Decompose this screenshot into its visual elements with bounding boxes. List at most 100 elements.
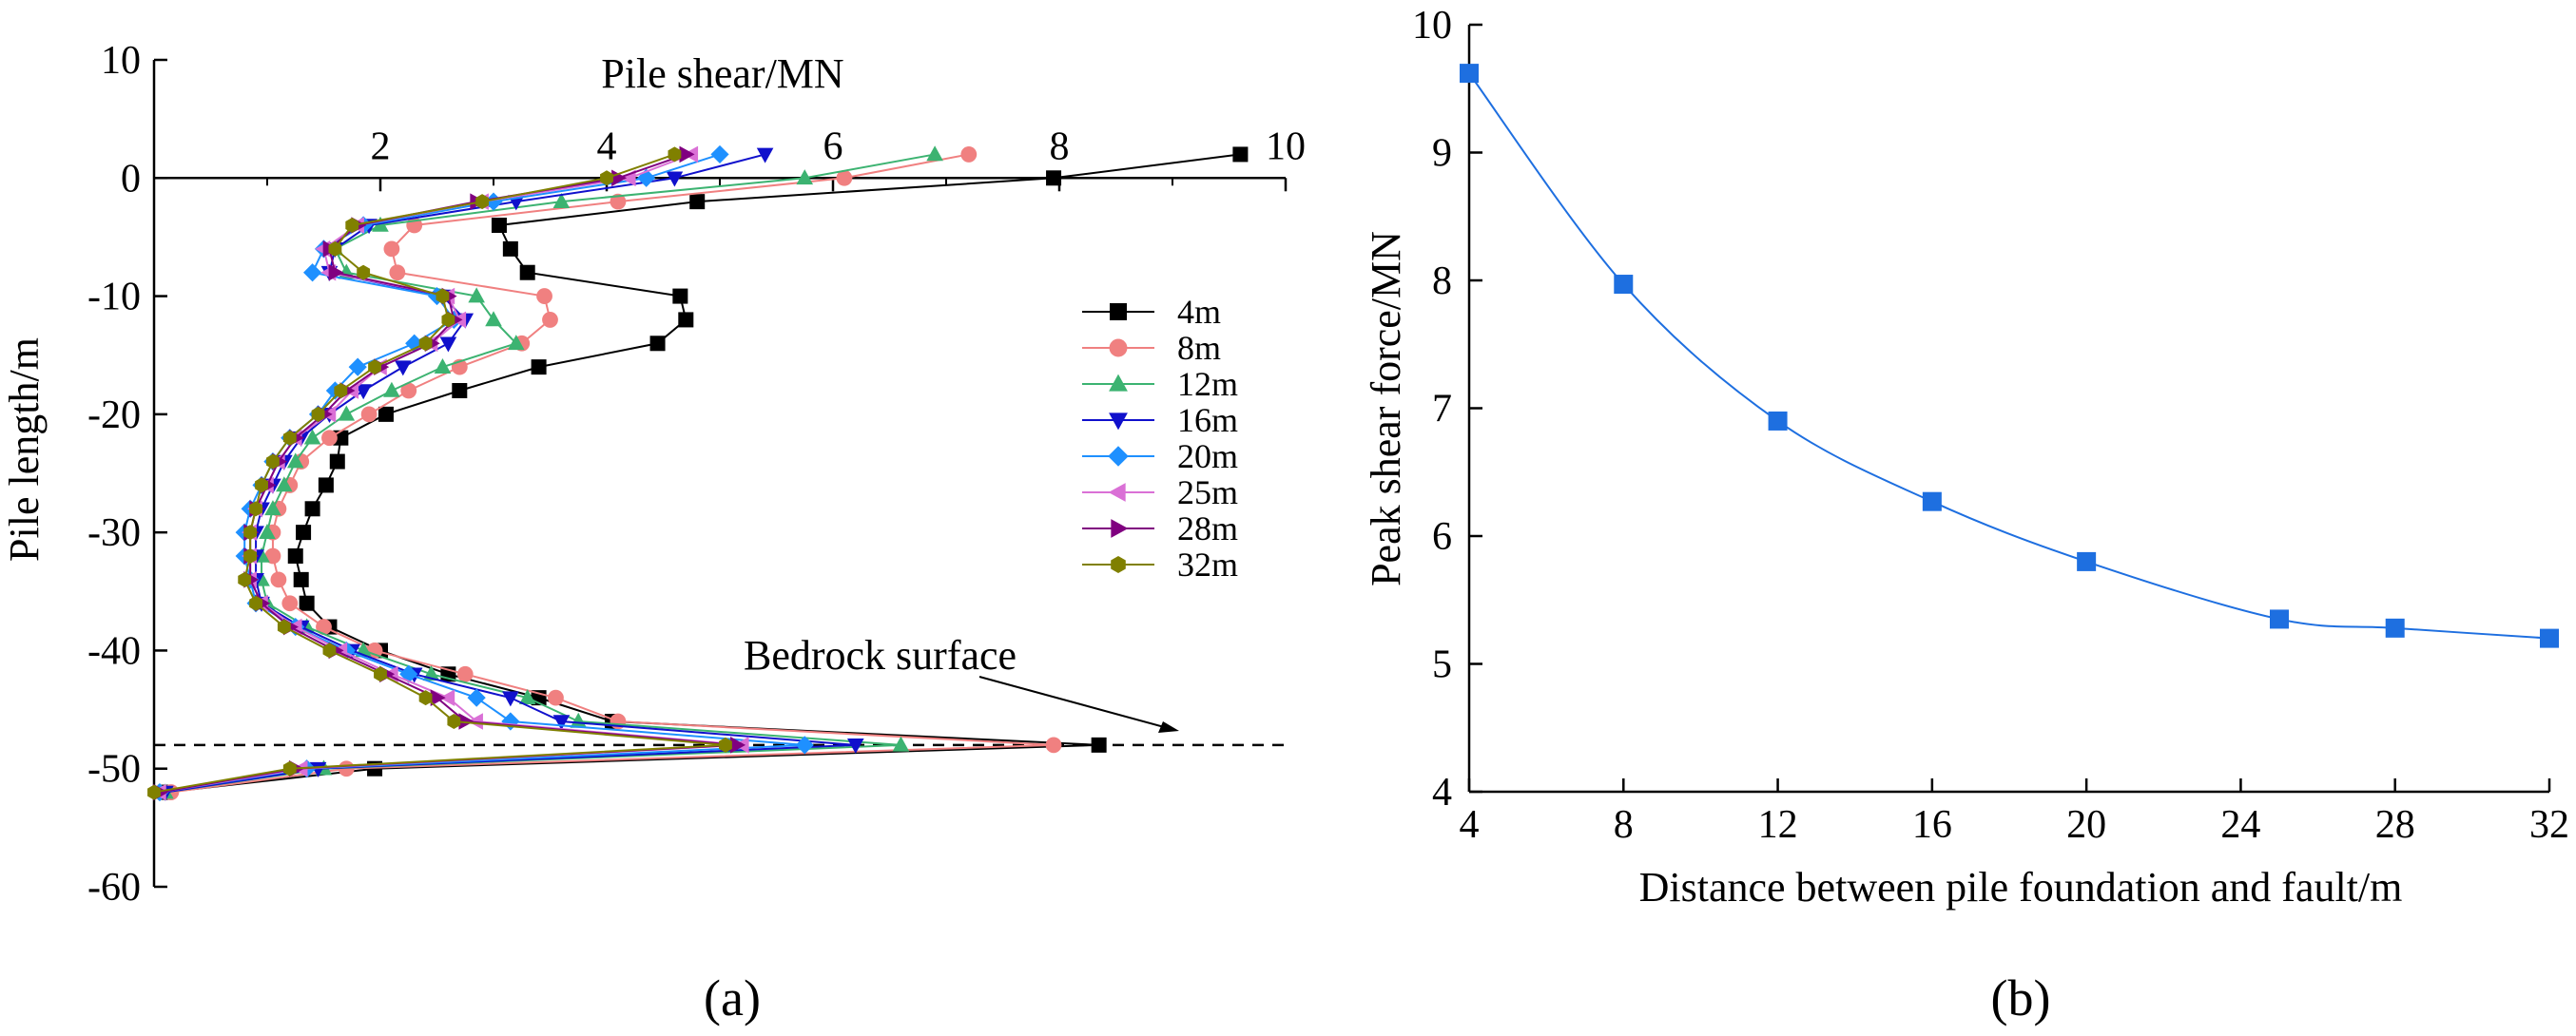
chart-a-x-tick-label: 8 xyxy=(1050,125,1070,168)
point-4m xyxy=(678,312,694,328)
chart-b: 4 5 6 7 8 9 10 4 8 12 16 20 24 28 32 Distance between … xyxy=(1363,4,2569,1026)
point-8m xyxy=(383,240,400,258)
chart-a-y-tick-label: -60 xyxy=(87,866,141,910)
chart-a-y-tick-label: 0 xyxy=(121,157,141,201)
point-12m xyxy=(338,405,356,421)
point-12m xyxy=(508,335,525,351)
chart-b-y-tick-label: 9 xyxy=(1432,132,1452,176)
chart-a-x-tick-label: 4 xyxy=(597,125,617,168)
point-28m xyxy=(458,713,475,730)
point-32m xyxy=(441,312,455,328)
point-32m xyxy=(238,571,252,587)
chart-b-x-tick-label: 12 xyxy=(1758,803,1798,847)
chart-b-y-tick-label: 7 xyxy=(1432,388,1452,432)
point-4m xyxy=(519,264,535,280)
bedrock-arrow-line xyxy=(978,676,1169,729)
point-8m xyxy=(321,430,338,447)
point-32m xyxy=(282,760,297,777)
point-32m xyxy=(334,383,348,398)
point-8m xyxy=(264,547,281,565)
chart-b-ylabel: Peak shear force/MN xyxy=(1363,231,1409,586)
point-12m xyxy=(276,476,293,492)
series-20m xyxy=(150,144,814,802)
chart-b-xlabel: Distance between pile foundation and fau… xyxy=(1639,864,2403,911)
point-4m xyxy=(296,525,312,541)
legend-label-20m: 20m xyxy=(1177,437,1238,475)
point-32m xyxy=(447,714,461,729)
chart-b-y-tick-label: 5 xyxy=(1432,643,1452,687)
point-8m xyxy=(536,288,552,304)
point-8m xyxy=(542,312,558,328)
peak-shear-point xyxy=(1922,491,1942,511)
peak-shear-point xyxy=(2540,628,2559,648)
point-12m xyxy=(892,736,910,752)
point-28m xyxy=(730,737,746,754)
point-12m xyxy=(434,357,452,374)
point-28m xyxy=(679,145,695,163)
series-25m xyxy=(150,145,749,801)
point-32m xyxy=(243,548,258,564)
point-4m xyxy=(378,406,394,422)
point-32m xyxy=(368,359,381,375)
point-32m xyxy=(418,690,433,706)
legend-marker-16m xyxy=(1109,412,1128,431)
series-line-12m xyxy=(165,153,936,794)
point-4m xyxy=(287,548,303,564)
chart-a-axes: 10 0 -10 -20 -30 -40 -50 -60 2 4 6 8 10 xyxy=(87,39,1306,910)
point-16m xyxy=(395,360,412,376)
point-4m xyxy=(672,288,688,304)
legend-label-25m: 25m xyxy=(1177,473,1238,511)
point-4m xyxy=(304,501,320,517)
chart-b-x-tick-label: 16 xyxy=(1912,803,1952,847)
point-32m xyxy=(475,194,490,210)
legend-marker-25m xyxy=(1108,483,1126,502)
point-8m xyxy=(610,193,627,210)
point-12m xyxy=(485,311,502,327)
point-8m xyxy=(270,571,287,588)
point-4m xyxy=(649,336,666,352)
point-20m xyxy=(303,263,322,282)
point-32m xyxy=(357,264,371,280)
point-32m xyxy=(668,146,682,163)
series-line-8m xyxy=(170,153,1055,794)
chart-a-x-tick-label: 6 xyxy=(823,125,843,168)
chart-b-x-tick-label: 32 xyxy=(2529,803,2569,847)
point-16m xyxy=(666,171,684,187)
point-16m xyxy=(355,384,372,400)
point-8m xyxy=(366,643,383,659)
legend-label-32m: 32m xyxy=(1177,546,1238,584)
point-32m xyxy=(249,595,263,611)
point-8m xyxy=(316,619,332,635)
point-12m xyxy=(552,192,571,208)
legend-label-16m: 16m xyxy=(1177,401,1238,439)
series-line-32m xyxy=(153,153,726,794)
point-4m xyxy=(318,477,334,493)
point-4m xyxy=(293,571,309,587)
point-32m xyxy=(255,477,268,493)
point-32m xyxy=(249,501,263,517)
point-4m xyxy=(502,240,518,257)
legend-label-12m: 12m xyxy=(1177,365,1238,403)
point-32m xyxy=(243,525,258,541)
point-4m xyxy=(299,595,315,611)
series-8m xyxy=(163,146,1062,800)
chart-a-ylabel: Pile length/m xyxy=(1,337,48,562)
legend-marker-28m xyxy=(1111,519,1129,538)
point-32m xyxy=(436,288,450,304)
point-8m xyxy=(1045,737,1062,754)
point-20m xyxy=(637,168,656,187)
legend-label-8m: 8m xyxy=(1177,329,1221,367)
peak-shear-point xyxy=(1768,411,1788,431)
point-12m xyxy=(796,169,814,185)
bedrock-arrow-head xyxy=(1158,721,1179,733)
point-16m xyxy=(502,691,519,707)
legend-marker-12m xyxy=(1109,374,1128,392)
series-32m xyxy=(147,146,732,800)
chart-a-y-tick-label: -10 xyxy=(87,276,141,319)
chart-b-x-tick-label: 28 xyxy=(2375,803,2415,847)
legend-label-28m: 28m xyxy=(1177,509,1238,547)
point-32m xyxy=(266,453,280,470)
point-4m xyxy=(1046,170,1062,186)
